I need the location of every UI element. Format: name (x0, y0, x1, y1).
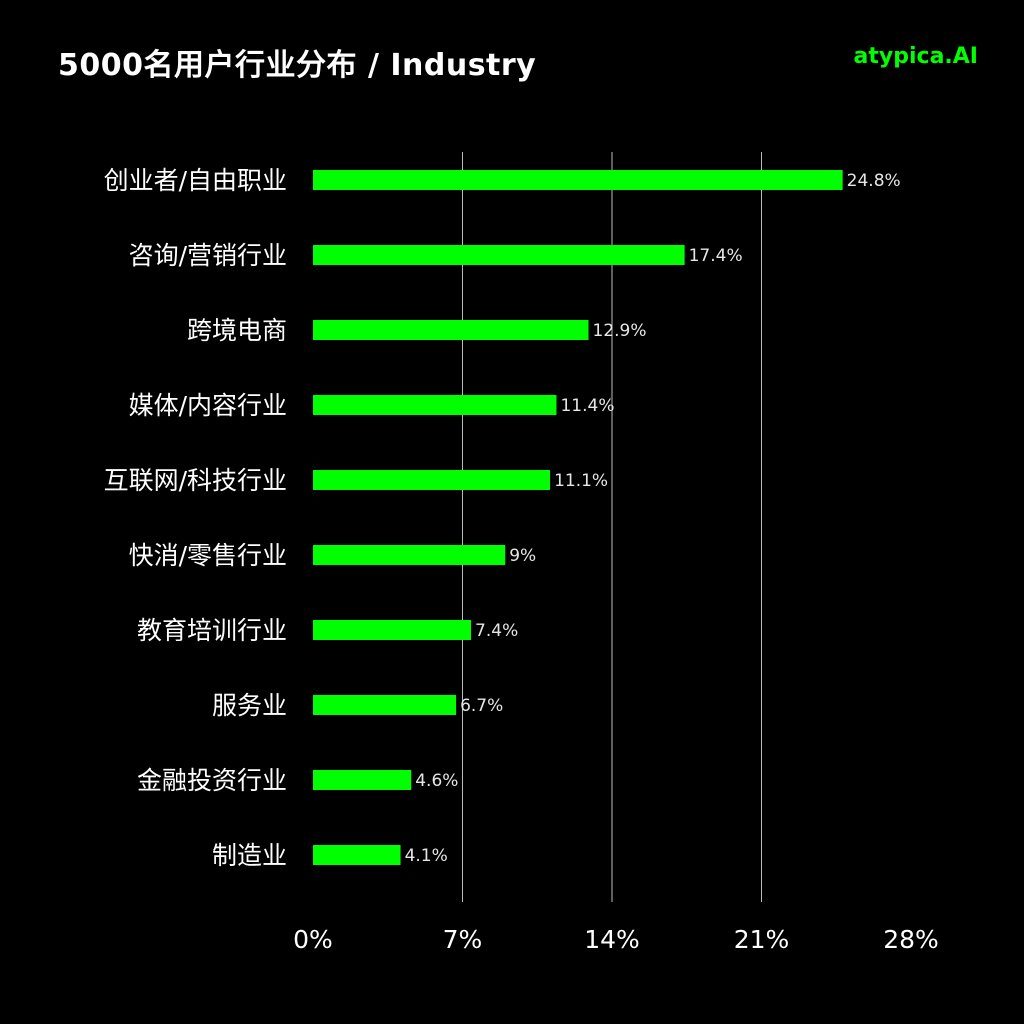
bar (313, 395, 557, 415)
value-label: 17.4% (689, 246, 743, 266)
x-tick-label: 28% (883, 925, 939, 954)
chart-title: 5000名用户行业分布 / Industry (58, 48, 537, 83)
value-label: 6.7% (460, 696, 503, 716)
x-tick-label: 0% (293, 925, 333, 954)
value-label: 11.1% (554, 471, 608, 491)
x-tick-label: 14% (584, 925, 640, 954)
value-label: 9% (509, 546, 536, 566)
x-tick-label: 21% (734, 925, 790, 954)
bar (313, 620, 472, 640)
bar (313, 845, 401, 865)
bar (313, 770, 412, 790)
category-label: 媒体/内容行业 (129, 391, 287, 420)
bar (313, 170, 843, 190)
bar (313, 245, 685, 265)
bar (313, 320, 589, 340)
value-label: 4.1% (405, 846, 448, 866)
value-label: 12.9% (593, 321, 647, 341)
category-label: 服务业 (212, 691, 287, 720)
category-label: 快消/零售行业 (129, 541, 287, 570)
category-label: 咨询/营销行业 (129, 241, 287, 270)
category-label: 跨境电商 (187, 316, 287, 345)
bar (313, 695, 457, 715)
category-label: 教育培训行业 (137, 616, 287, 645)
value-label: 7.4% (475, 621, 518, 641)
brand-logo: atypica.AI (853, 44, 978, 69)
category-label: 互联网/科技行业 (104, 466, 287, 495)
value-label: 24.8% (847, 171, 901, 191)
bar (313, 545, 506, 565)
x-tick-label: 7% (443, 925, 483, 954)
bar (313, 470, 551, 490)
category-label: 创业者/自由职业 (104, 166, 287, 195)
category-label: 金融投资行业 (137, 766, 287, 795)
value-label: 11.4% (560, 396, 614, 416)
value-label: 4.6% (415, 771, 458, 791)
category-label: 制造业 (212, 841, 287, 870)
